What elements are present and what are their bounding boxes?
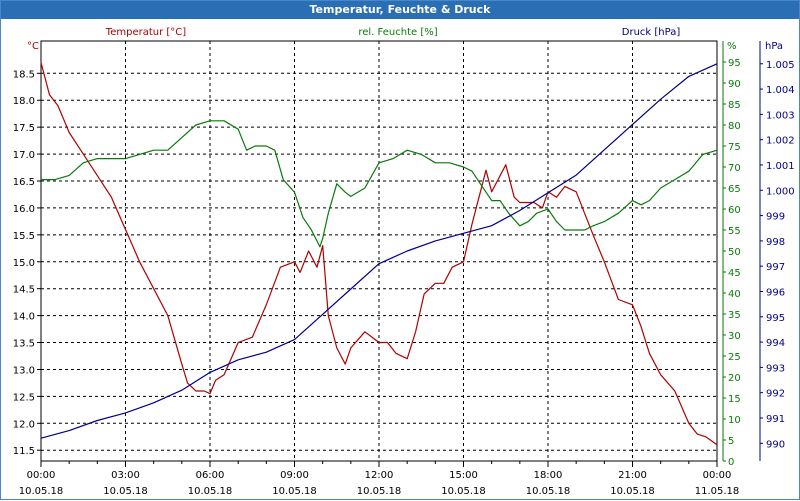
- x-tick-date: 10.05.18: [526, 486, 571, 497]
- y-tick-humidity: 10: [728, 415, 741, 426]
- y-tick-humidity: 65: [728, 184, 741, 195]
- y-tick-temperature: 18.5: [13, 69, 35, 80]
- series-line-temperature: [40, 62, 718, 446]
- y-tick-temperature: 14.0: [13, 312, 35, 323]
- x-tick-time: 12:00: [365, 470, 394, 481]
- x-tick-time: 09:00: [280, 470, 309, 481]
- y-tick-pressure: 1.001: [766, 161, 795, 172]
- y-tick-humidity: 50: [728, 247, 741, 258]
- series-line-pressure: [40, 63, 718, 439]
- axis-label-temperature: Temperatur [°C]: [105, 27, 186, 38]
- y-tick-temperature: 17.0: [13, 150, 35, 161]
- y-tick-pressure: 990: [766, 439, 785, 450]
- y-tick-pressure: 992: [766, 389, 785, 400]
- y-tick-pressure: 1.003: [766, 110, 795, 121]
- y-tick-humidity: 60: [728, 205, 741, 216]
- y-tick-temperature: 15.0: [13, 258, 35, 269]
- window-title: Temperatur, Feuchte & Druck: [1, 1, 799, 19]
- x-tick-date: 10.05.18: [188, 486, 233, 497]
- y-unit-humidity: %: [727, 41, 737, 52]
- y-tick-humidity: 40: [728, 289, 741, 300]
- y-tick-pressure: 1.000: [766, 186, 795, 197]
- y-tick-temperature: 14.5: [13, 285, 35, 296]
- x-tick-time: 00:00: [703, 470, 732, 481]
- y-tick-temperature: 18.0: [13, 96, 35, 107]
- y-tick-pressure: 995: [766, 313, 785, 324]
- y-tick-humidity: 80: [728, 121, 741, 132]
- y-tick-temperature: 11.5: [13, 446, 35, 457]
- y-tick-humidity: 70: [728, 163, 741, 174]
- y-tick-humidity: 0: [728, 457, 734, 468]
- y-tick-pressure: 1.004: [766, 85, 795, 96]
- y-unit-temperature: °C: [27, 41, 39, 52]
- axis-label-pressure: Druck [hPa]: [622, 27, 681, 38]
- y-tick-humidity: 95: [728, 58, 741, 69]
- y-tick-temperature: 12.0: [13, 419, 35, 430]
- x-tick-date: 11.05.18: [695, 486, 740, 497]
- y-tick-pressure: 998: [766, 237, 785, 248]
- y-tick-pressure: 997: [766, 262, 785, 273]
- y-tick-pressure: 1.002: [766, 136, 795, 147]
- x-tick-time: 06:00: [196, 470, 225, 481]
- x-tick-date: 10.05.18: [19, 486, 64, 497]
- y-tick-humidity: 30: [728, 331, 741, 342]
- y-tick-humidity: 25: [728, 352, 741, 363]
- y-unit-pressure: hPa: [765, 41, 783, 52]
- x-tick-time: 00:00: [27, 470, 56, 481]
- x-tick-time: 21:00: [618, 470, 647, 481]
- x-tick-date: 10.05.18: [610, 486, 655, 497]
- y-tick-humidity: 90: [728, 79, 741, 90]
- series-line-humidity: [41, 120, 718, 248]
- y-tick-pressure: 994: [766, 338, 785, 349]
- y-tick-temperature: 13.0: [13, 365, 35, 376]
- y-tick-temperature: 15.5: [13, 231, 35, 242]
- y-tick-temperature: 13.5: [13, 339, 35, 350]
- y-tick-temperature: 12.5: [13, 392, 35, 403]
- x-tick-time: 18:00: [534, 470, 563, 481]
- y-tick-temperature: 16.0: [13, 204, 35, 215]
- y-tick-pressure: 996: [766, 287, 785, 298]
- y-tick-pressure: 999: [766, 212, 785, 223]
- y-tick-humidity: 75: [728, 142, 741, 153]
- x-tick-time: 03:00: [111, 470, 140, 481]
- y-tick-humidity: 15: [728, 394, 741, 405]
- y-tick-humidity: 20: [728, 373, 741, 384]
- y-tick-humidity: 5: [728, 436, 734, 447]
- x-tick-date: 10.05.18: [357, 486, 402, 497]
- y-tick-humidity: 35: [728, 310, 741, 321]
- x-tick-date: 10.05.18: [103, 486, 148, 497]
- x-tick-time: 15:00: [449, 470, 478, 481]
- y-tick-pressure: 1.005: [766, 60, 795, 71]
- x-tick-date: 10.05.18: [441, 486, 486, 497]
- x-tick-date: 10.05.18: [272, 486, 317, 497]
- y-tick-humidity: 55: [728, 226, 741, 237]
- y-tick-humidity: 45: [728, 268, 741, 279]
- y-tick-pressure: 991: [766, 414, 785, 425]
- y-tick-temperature: 16.5: [13, 177, 35, 188]
- y-tick-pressure: 993: [766, 363, 785, 374]
- y-tick-temperature: 17.5: [13, 123, 35, 134]
- y-tick-humidity: 85: [728, 100, 741, 111]
- axis-label-humidity: rel. Feuchte [%]: [358, 27, 437, 38]
